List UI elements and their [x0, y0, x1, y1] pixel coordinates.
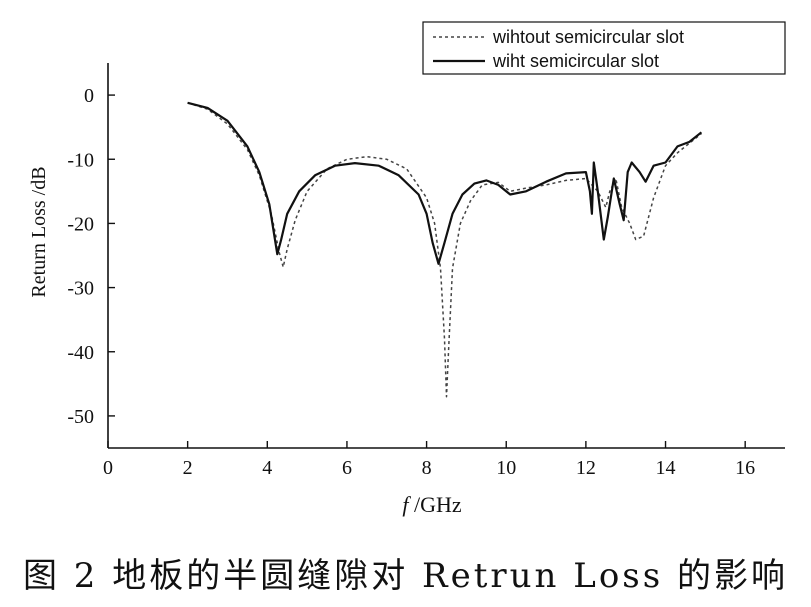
x-axis-label-unit: /GHz: [414, 492, 462, 517]
y-tick-label: 0: [84, 85, 94, 107]
x-tick-label: 12: [576, 457, 596, 479]
series-line-without-slot: [187, 102, 702, 398]
y-tick-label: -30: [67, 278, 94, 300]
x-tick-label: 8: [422, 457, 432, 479]
x-tick-label: 16: [735, 457, 755, 479]
x-tick-label: 2: [183, 457, 193, 479]
x-tick-label: 10: [496, 457, 516, 479]
x-axis-label: f /GHz: [402, 492, 462, 517]
x-axis-label-symbol: f: [402, 492, 411, 517]
x-tick-label: 0: [103, 457, 113, 479]
x-tick-label: 14: [656, 457, 676, 479]
series-line-with-slot: [187, 101, 703, 265]
series-layer: [187, 101, 703, 398]
y-tick-label: -40: [67, 342, 94, 364]
y-tick-label: -10: [67, 149, 94, 171]
return-loss-chart: 0 -10 -20 -30 -40 -50 0 2 4 6 8 10 12 14 16 wihtout se…: [28, 21, 786, 517]
y-tick-label: -50: [67, 406, 94, 428]
axes: 0 -10 -20 -30 -40 -50 0 2 4 6 8 10 12 14 16: [67, 63, 785, 479]
y-axis-label: Return Loss /dB: [28, 166, 50, 297]
legend-label: wiht semicircular slot: [492, 51, 659, 71]
figure-caption: 图 2 地板的半圆缝隙对 Retrun Loss 的影响: [22, 556, 789, 596]
legend-label: wihtout semicircular slot: [492, 27, 684, 47]
x-tick-label: 4: [262, 457, 272, 479]
y-tick-label: -20: [67, 213, 94, 235]
legend: wihtout semicircular slot wiht semicircul…: [422, 21, 786, 75]
x-tick-label: 6: [342, 457, 352, 479]
legend-box: [422, 21, 786, 75]
